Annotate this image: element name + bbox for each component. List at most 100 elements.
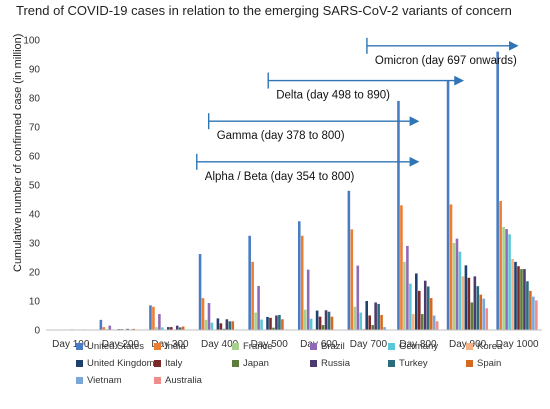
- legend-swatch: [466, 359, 473, 367]
- bar-japan: [272, 327, 275, 330]
- legend-swatch: [76, 376, 83, 384]
- x-tick-label: Day 800: [399, 339, 437, 350]
- bar-united-kingdom: [514, 261, 517, 330]
- bar-france: [204, 319, 208, 330]
- bar-spain: [281, 319, 284, 330]
- legend-label: United Kingdom: [87, 358, 155, 369]
- bar-australia: [485, 308, 489, 330]
- bar-united-states: [446, 80, 450, 330]
- bar-india: [300, 235, 304, 330]
- bar-india: [152, 306, 155, 330]
- bar-japan: [371, 325, 374, 330]
- bar-india: [251, 261, 254, 330]
- bar-united-states: [198, 254, 202, 330]
- legend-item: Spain: [466, 358, 501, 369]
- x-tick-label: Day 400: [201, 339, 239, 350]
- y-tick-label: 30: [29, 239, 41, 250]
- legend-item: Germany: [388, 341, 438, 352]
- legend-item: Turkey: [388, 358, 428, 369]
- bar-japan: [420, 314, 424, 330]
- bar-australia: [535, 300, 538, 330]
- legend-item: France: [232, 341, 273, 352]
- bar-vietnam: [432, 315, 436, 330]
- y-tick-label: 20: [29, 268, 41, 279]
- legend-item: Australia: [154, 375, 202, 386]
- legend-item: Italy: [154, 358, 182, 369]
- bar-vietnam: [532, 296, 535, 330]
- bar-korea: [362, 328, 366, 330]
- bar-japan: [520, 269, 523, 330]
- y-tick-label: 100: [23, 36, 40, 47]
- bar-russia: [473, 276, 477, 330]
- bar-france: [353, 306, 357, 330]
- bar-india: [449, 204, 453, 330]
- x-tick-label: Day 200: [102, 339, 140, 350]
- bar-italy: [219, 323, 223, 330]
- bar-italy: [517, 266, 520, 330]
- legend-label: Japan: [243, 358, 269, 369]
- bar-russia: [175, 325, 179, 330]
- bar-turkey: [476, 286, 480, 330]
- y-tick-label: 40: [29, 210, 41, 221]
- legend-label: Vietnam: [87, 375, 122, 386]
- bar-united-kingdom: [315, 310, 319, 330]
- legend-label: Korea: [477, 341, 503, 352]
- bar-spain: [429, 298, 433, 330]
- legend-label: Germany: [399, 341, 439, 352]
- bar-russia: [126, 328, 129, 330]
- x-tick-label: Day 700: [350, 339, 388, 350]
- bar-united-states: [297, 221, 301, 330]
- bar-france: [502, 227, 505, 330]
- legend-item: Vietnam: [76, 375, 122, 386]
- bar-vietnam: [383, 327, 386, 330]
- bar-united-kingdom: [167, 327, 170, 330]
- bar-france: [254, 312, 257, 330]
- bar-france: [303, 309, 307, 330]
- bar-united-kingdom: [365, 301, 368, 330]
- bar-united-kingdom: [216, 318, 220, 330]
- bar-france: [403, 261, 406, 330]
- legend-swatch: [310, 342, 317, 350]
- bar-russia: [374, 302, 377, 330]
- bar-france: [155, 327, 158, 330]
- y-tick-label: 80: [29, 94, 41, 105]
- legend-label: France: [243, 341, 273, 352]
- x-tick-label: Day 600: [300, 339, 338, 350]
- bar-japan: [321, 325, 325, 330]
- y-tick-label: 90: [29, 65, 41, 76]
- variant-label: Alpha / Beta (day 354 to 800): [205, 171, 355, 183]
- x-tick-label: Day 100: [52, 339, 90, 350]
- legend-swatch: [76, 342, 83, 350]
- legend-label: Italy: [165, 358, 183, 369]
- bar-india: [499, 200, 502, 330]
- bar-vietnam: [482, 298, 486, 330]
- legend-swatch: [388, 342, 395, 350]
- legend-swatch: [76, 359, 83, 367]
- bar-germany: [359, 312, 363, 330]
- legend-label: Spain: [477, 358, 502, 369]
- bar-brazil: [505, 229, 508, 330]
- legend-item: Korea: [466, 341, 502, 352]
- bar-japan: [222, 328, 226, 330]
- bar-turkey: [327, 311, 331, 330]
- bar-australia: [435, 321, 439, 330]
- legend-item: United States: [76, 341, 144, 352]
- legend-swatch: [154, 342, 161, 350]
- bar-turkey: [377, 303, 380, 330]
- bar-turkey: [178, 327, 182, 330]
- legend-label: India: [165, 341, 186, 352]
- bar-spain: [479, 294, 483, 330]
- legend-item: Russia: [310, 358, 350, 369]
- bar-brazil: [108, 325, 112, 330]
- bar-spain: [181, 326, 185, 330]
- bar-russia: [225, 319, 229, 330]
- bar-spain: [231, 321, 235, 330]
- bar-italy: [418, 290, 421, 330]
- legend-swatch: [232, 359, 239, 367]
- legend-item: India: [154, 341, 186, 352]
- bar-turkey: [228, 321, 232, 330]
- legend-swatch: [232, 342, 239, 350]
- bar-russia: [275, 315, 278, 330]
- bar-spain: [330, 316, 334, 330]
